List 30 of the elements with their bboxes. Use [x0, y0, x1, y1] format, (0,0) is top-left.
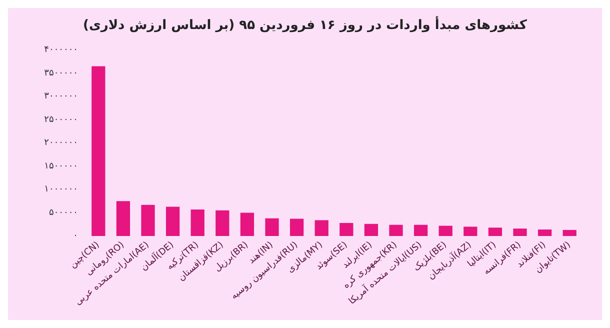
bar	[216, 210, 230, 236]
bar	[190, 209, 204, 236]
bar	[389, 224, 403, 236]
chart-title: کشورهای مبدأ واردات در روز ۱۶ فروردین ۹۵ (بر اساس ارزش دلاری)	[83, 16, 528, 33]
bar	[513, 228, 527, 236]
bar	[314, 220, 328, 236]
bar	[464, 226, 478, 236]
bar	[265, 218, 279, 236]
y-tick-label: ۲۰۰۰۰۰۰	[44, 138, 78, 148]
bar	[438, 226, 452, 236]
y-tick-label: ۰	[73, 231, 78, 241]
bar	[488, 228, 502, 236]
bar	[290, 218, 304, 236]
bar	[166, 206, 180, 236]
bar	[141, 204, 155, 236]
bar	[562, 230, 576, 236]
bar	[364, 224, 378, 236]
y-tick-label: ۲۵۰۰۰۰۰	[44, 114, 78, 125]
bar	[340, 222, 354, 236]
bar	[538, 229, 552, 236]
y-tick-label: ۵۰۰۰۰۰	[48, 208, 78, 218]
y-tick-label: ۳۵۰۰۰۰۰	[44, 68, 78, 78]
y-tick-label: ۳۰۰۰۰۰۰	[44, 92, 78, 102]
bar	[240, 212, 254, 236]
y-tick-label: ۴۰۰۰۰۰۰	[44, 45, 78, 55]
y-tick-label: ۱۵۰۰۰۰۰	[44, 161, 78, 172]
y-tick-label: ۱۰۰۰۰۰۰	[44, 184, 78, 194]
bar	[92, 66, 106, 236]
bar	[116, 201, 130, 236]
bar	[414, 224, 428, 236]
